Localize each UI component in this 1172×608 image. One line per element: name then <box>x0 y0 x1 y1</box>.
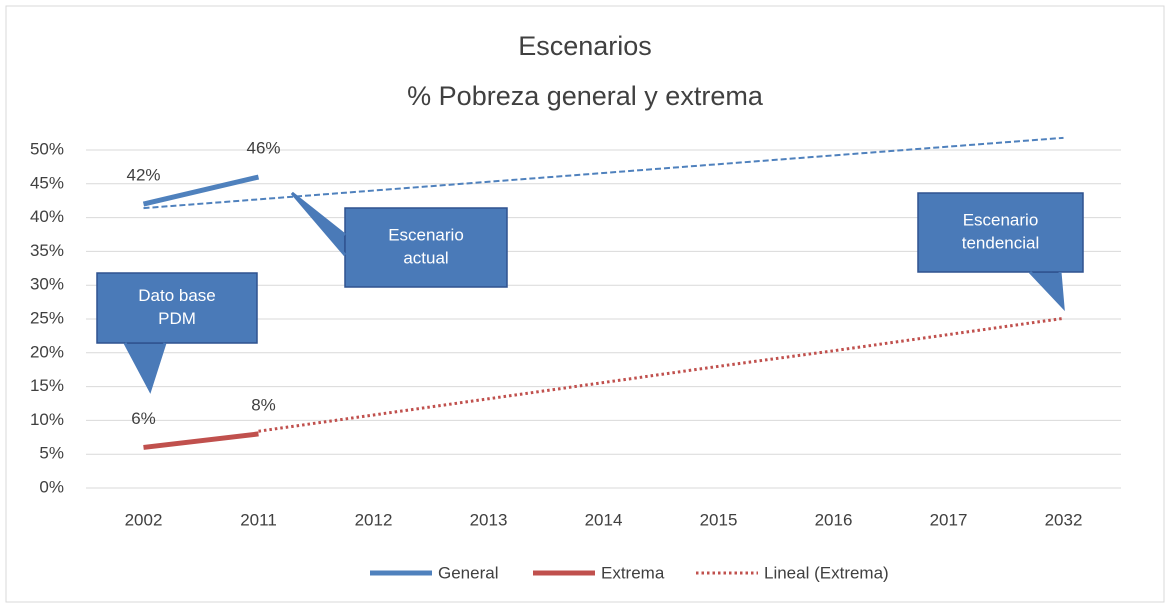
series-line <box>258 316 1064 433</box>
x-tick-label: 2032 <box>1045 510 1083 529</box>
series-line <box>142 174 260 207</box>
data-label: 6% <box>131 409 156 428</box>
callout-seam <box>1028 270 1065 312</box>
callout-text: PDM <box>158 309 196 328</box>
callout-text: actual <box>403 248 448 267</box>
x-tick-label: 2002 <box>125 510 163 529</box>
y-tick-label: 15% <box>30 376 64 395</box>
legend-label: Lineal (Extrema) <box>764 563 889 582</box>
legend-label: Extrema <box>601 563 665 582</box>
y-tick-label: 40% <box>30 207 64 226</box>
callout-box <box>344 207 508 288</box>
callout-seam <box>290 191 347 256</box>
y-tick-label: 0% <box>39 477 64 496</box>
callout-seam <box>123 342 167 394</box>
callout-text: Dato base <box>138 286 216 305</box>
callout-box <box>96 272 258 344</box>
y-tick-label: 30% <box>30 275 64 294</box>
y-tick-label: 50% <box>30 139 64 158</box>
y-tick-label: 20% <box>30 342 64 361</box>
callout-text: Escenario <box>963 210 1039 229</box>
y-tick-label: 35% <box>30 241 64 260</box>
y-tick-label: 25% <box>30 308 64 327</box>
x-tick-label: 2015 <box>700 510 738 529</box>
series-line <box>143 431 259 450</box>
x-tick-label: 2012 <box>355 510 393 529</box>
data-label: 42% <box>126 166 160 185</box>
x-tick-label: 2013 <box>470 510 508 529</box>
x-tick-label: 2011 <box>240 510 277 529</box>
y-tick-label: 10% <box>30 410 64 429</box>
callout-text: Escenario <box>388 225 464 244</box>
callout-text: tendencial <box>962 233 1040 252</box>
x-tick-label: 2014 <box>585 510 623 529</box>
chart-subtitle: % Pobreza general y extrema <box>407 81 764 111</box>
y-tick-label: 45% <box>30 173 64 192</box>
data-label: 46% <box>246 139 280 158</box>
x-tick-label: 2016 <box>815 510 853 529</box>
chart-title: Escenarios <box>518 31 652 61</box>
callout-box <box>917 192 1084 273</box>
legend-label: General <box>438 563 498 582</box>
data-label: 8% <box>251 395 276 414</box>
y-tick-label: 5% <box>39 444 64 463</box>
x-tick-label: 2017 <box>930 510 968 529</box>
